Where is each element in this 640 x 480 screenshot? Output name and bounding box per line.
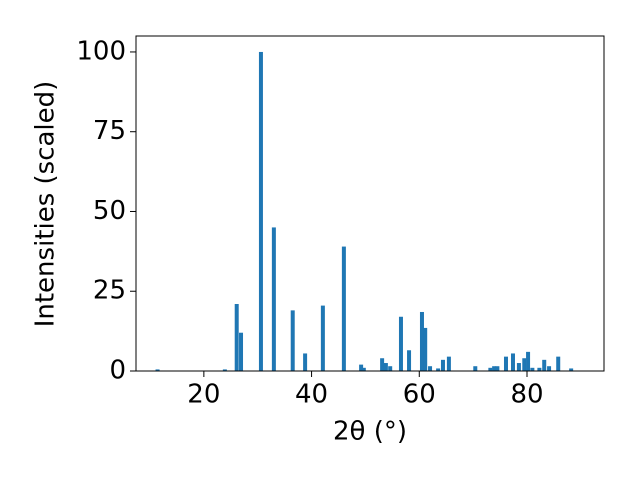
- bar: [488, 367, 493, 371]
- y-axis-label: Intensities (scaled): [31, 81, 61, 328]
- y-tick-label: 100: [76, 36, 126, 66]
- bar: [388, 366, 393, 371]
- x-tick-label: 20: [187, 380, 220, 410]
- x-tick-label: 60: [403, 380, 436, 410]
- bar: [495, 366, 500, 371]
- bar: [530, 367, 535, 371]
- bar: [522, 358, 527, 371]
- bar: [239, 332, 244, 371]
- bar: [234, 304, 239, 371]
- x-tick-label: 40: [295, 380, 328, 410]
- bar: [547, 366, 552, 371]
- bar: [436, 368, 441, 371]
- bar: [258, 51, 263, 371]
- bar: [440, 359, 445, 371]
- bar: [341, 246, 346, 371]
- y-tick-label: 25: [93, 276, 126, 306]
- x-tick-label: 80: [510, 380, 543, 410]
- bar: [473, 366, 478, 371]
- bar: [155, 369, 160, 371]
- bar: [503, 356, 508, 371]
- bar: [526, 351, 531, 371]
- bar: [556, 356, 561, 371]
- bar: [361, 367, 366, 371]
- bar: [398, 316, 403, 371]
- bar: [423, 327, 428, 371]
- y-tick-label: 50: [93, 196, 126, 226]
- bar: [510, 353, 515, 371]
- bar: [492, 366, 497, 371]
- y-tick-label: 75: [93, 116, 126, 146]
- bar: [537, 367, 542, 371]
- bar: [419, 311, 424, 371]
- bar: [569, 368, 574, 371]
- axes-frame: [135, 35, 605, 372]
- bar: [516, 363, 521, 371]
- bar: [320, 305, 325, 371]
- bar: [446, 356, 451, 371]
- y-tick-label: 0: [109, 356, 126, 386]
- bar: [542, 359, 547, 371]
- bar: [271, 227, 276, 371]
- bar: [383, 363, 388, 371]
- bar: [428, 366, 433, 371]
- bar: [359, 364, 364, 371]
- plot-area: [155, 51, 574, 371]
- bar: [380, 358, 385, 371]
- bar: [407, 350, 412, 371]
- bar: [222, 369, 227, 371]
- bar: [303, 353, 308, 371]
- x-axis-label: 2θ (°): [333, 417, 407, 447]
- bar: [290, 310, 295, 371]
